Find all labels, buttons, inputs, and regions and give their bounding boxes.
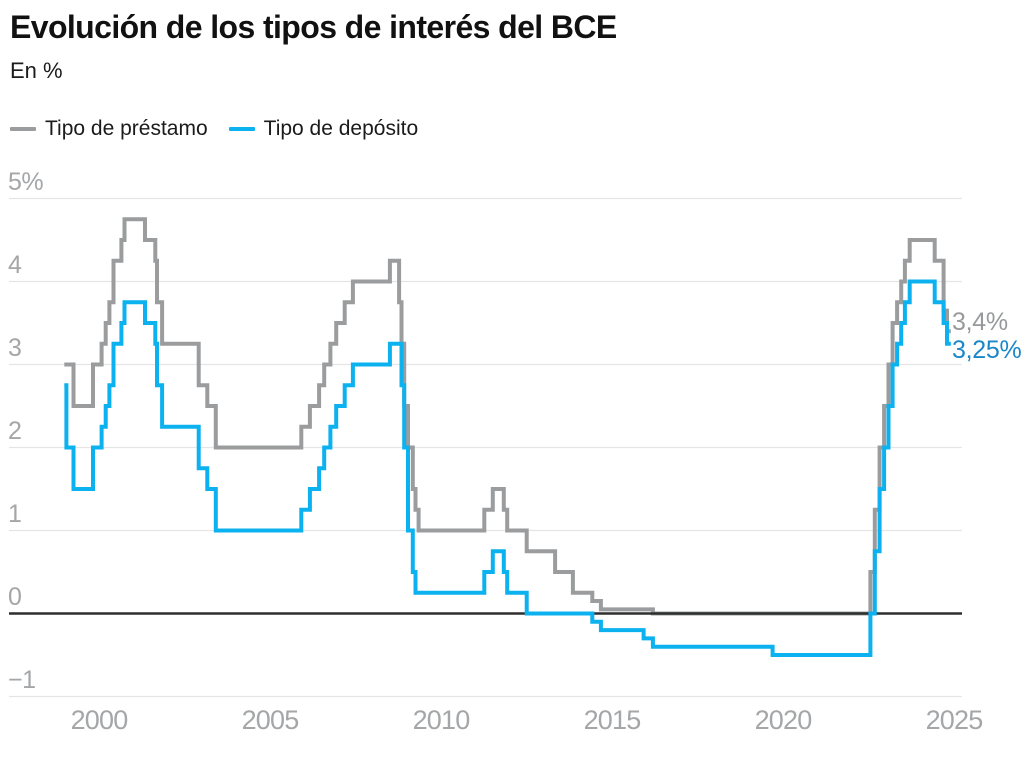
x-axis-label: 2015 — [583, 705, 642, 735]
x-axis-label: 2020 — [754, 705, 813, 735]
y-axis-label: 1 — [8, 500, 22, 528]
deposit-line-swatch — [228, 126, 255, 131]
x-axis-label: 2010 — [412, 705, 471, 735]
page-title: Evolución de los tipos de interés del BC… — [10, 9, 617, 45]
y-axis-label: 3 — [8, 334, 22, 362]
chart-units-subtitle: En % — [10, 58, 63, 83]
lending-line-swatch — [10, 126, 36, 131]
deposit-rate-line — [64, 279, 951, 657]
legend-label-lending: Tipo de préstamo — [45, 117, 208, 140]
x-axis-label: 2005 — [241, 705, 300, 735]
y-axis-label: 5% — [8, 168, 44, 196]
legend-label-deposit: Tipo de depósito — [263, 117, 419, 140]
legend: Tipo de préstamo Tipo de depósito — [10, 118, 439, 139]
y-axis-label: 0 — [8, 583, 22, 611]
y-axis-label: 4 — [8, 251, 22, 279]
legend-item-lending: Tipo de préstamo — [10, 118, 208, 139]
y-axis-label: −1 — [8, 666, 36, 694]
legend-item-deposit: Tipo de depósito — [228, 117, 419, 140]
y-axis-label: 2 — [8, 417, 22, 445]
x-axis-label: 2000 — [70, 705, 129, 735]
lending-rate-line — [64, 217, 951, 616]
last-value-label-deposit: 3,25% — [952, 336, 1022, 364]
last-value-label-lending: 3,4% — [952, 308, 1008, 336]
x-axis-label: 2025 — [925, 705, 984, 735]
